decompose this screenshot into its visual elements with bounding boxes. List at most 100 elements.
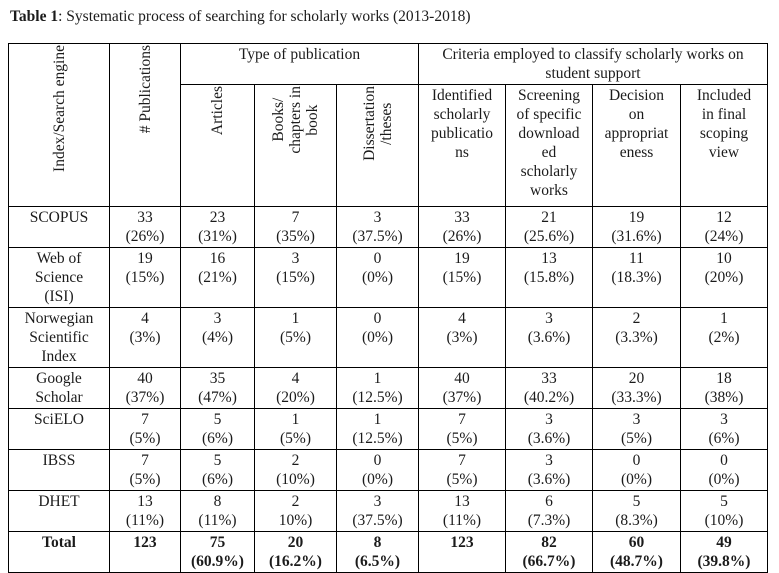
cell: 5 (10%) xyxy=(680,490,768,532)
cell: 3 (6%) xyxy=(680,408,768,450)
row-label: Google Scholar xyxy=(8,367,110,409)
cell: 19 (15%) xyxy=(109,247,181,308)
cell: 1 (5%) xyxy=(254,408,337,450)
cell: 1 (2%) xyxy=(680,307,768,368)
table-row-total: Total 123 75 (60.9%) 20 (16.2%) 8 (6.5%)… xyxy=(8,531,768,573)
subheader-articles-cell: Articles xyxy=(180,84,255,207)
cell: 3 (4%) xyxy=(180,307,255,368)
cell: 23 (31%) xyxy=(180,206,255,248)
cell: 33 (40.2%) xyxy=(505,367,593,409)
cell: 60 (48.7%) xyxy=(592,531,681,573)
subheader-articles-label: Articles xyxy=(209,86,226,136)
cell: 40 (37%) xyxy=(109,367,181,409)
cell: 1 (12.5%) xyxy=(336,367,419,409)
cell: 33 (26%) xyxy=(418,206,506,248)
cell: 123 xyxy=(109,531,181,573)
cell: 82 (66.7%) xyxy=(505,531,593,573)
cell: 49 (39.8%) xyxy=(680,531,768,573)
cell: 4 (3%) xyxy=(418,307,506,368)
cell: 1 (12.5%) xyxy=(336,408,419,450)
cell: 7 (5%) xyxy=(109,449,181,491)
cell: 3 (3.6%) xyxy=(505,449,593,491)
table-row-web-of-science: Web of Science (ISI) 19 (15%) 16 (21%) 3… xyxy=(8,247,768,308)
cell: 6 (7.3%) xyxy=(505,490,593,532)
publications-header-cell: # Publications xyxy=(109,43,181,207)
subheader-books-label: Books/ chapters in book xyxy=(270,86,321,154)
cell: 11 (18.3%) xyxy=(592,247,681,308)
subheader-identified-cell: Identified scholarly publicatio ns xyxy=(418,84,506,207)
header-sub-row: Articles Books/ chapters in book Dissert… xyxy=(9,84,768,207)
cell: 40 (37%) xyxy=(418,367,506,409)
row-label: Web of Science (ISI) xyxy=(8,247,110,308)
cell: 0 (0%) xyxy=(336,247,419,308)
subheader-included-cell: Included in final scoping view xyxy=(680,84,768,207)
cell: 75 (60.9%) xyxy=(180,531,255,573)
cell: 18 (38%) xyxy=(680,367,768,409)
cell: 2 (10%) xyxy=(254,449,337,491)
cell: 3 (3.6%) xyxy=(505,408,593,450)
cell: 0 (0%) xyxy=(336,307,419,368)
corner-header-label: Index/Search engine xyxy=(50,45,68,172)
cell: 3 (5%) xyxy=(592,408,681,450)
cell: 0 (0%) xyxy=(680,449,768,491)
cell: 5 (6%) xyxy=(180,408,255,450)
cell: 8 (11%) xyxy=(180,490,255,532)
cell: 7 (35%) xyxy=(254,206,337,248)
cell: 7 (5%) xyxy=(109,408,181,450)
subheader-dissertation-label: Dissertation /theses xyxy=(360,86,395,161)
cell: 3 (37.5%) xyxy=(336,490,419,532)
table-row-scielo: SciELO 7 (5%) 5 (6%) 1 (5%) 1 (12.5%) 7 … xyxy=(8,408,768,450)
group-header-type-of-publication: Type of publication xyxy=(180,43,419,85)
cell: 16 (21%) xyxy=(180,247,255,308)
cell: 8 (6.5%) xyxy=(336,531,419,573)
subheader-decision-cell: Decision on appropriat eness xyxy=(592,84,681,207)
cell: 20 (33.3%) xyxy=(592,367,681,409)
corner-header-cell: Index/Search engine xyxy=(8,43,110,207)
cell: 12 (24%) xyxy=(680,206,768,248)
table-row-ibss: IBSS 7 (5%) 5 (6%) 2 (10%) 0 (0%) 7 (5%)… xyxy=(8,449,768,491)
cell: 13 (11%) xyxy=(109,490,181,532)
row-label: SciELO xyxy=(8,408,110,450)
table-row-scopus: SCOPUS 33 (26%) 23 (31%) 7 (35%) 3 (37.5… xyxy=(8,206,768,248)
cell: 7 (5%) xyxy=(418,408,506,450)
cell: 13 (11%) xyxy=(418,490,506,532)
cell: 5 (8.3%) xyxy=(592,490,681,532)
cell: 4 (20%) xyxy=(254,367,337,409)
cell: 33 (26%) xyxy=(109,206,181,248)
header-group-row: Index/Search engine # Publications Type … xyxy=(8,43,768,207)
subheader-books-cell: Books/ chapters in book xyxy=(254,84,337,207)
row-label: DHET xyxy=(8,490,110,532)
cell: 5 (6%) xyxy=(180,449,255,491)
cell: 1 (5%) xyxy=(254,307,337,368)
cell: 19 (31.6%) xyxy=(592,206,681,248)
cell: 20 (16.2%) xyxy=(254,531,337,573)
cell: 7 (5%) xyxy=(418,449,506,491)
cell: 19 (15%) xyxy=(418,247,506,308)
cell: 35 (47%) xyxy=(180,367,255,409)
subheader-screening-cell: Screening of specific download ed schola… xyxy=(505,84,593,207)
group-header-criteria: Criteria employed to classify scholarly … xyxy=(418,43,768,85)
row-label: SCOPUS xyxy=(8,206,110,248)
subheader-dissertation-cell: Dissertation /theses xyxy=(336,84,419,207)
cell: 2 10%) xyxy=(254,490,337,532)
cell: 13 (15.8%) xyxy=(505,247,593,308)
publications-header-label: # Publications xyxy=(136,45,154,134)
cell: 0 (0%) xyxy=(592,449,681,491)
cell: 123 xyxy=(418,531,506,573)
table-row-dhet: DHET 13 (11%) 8 (11%) 2 10%) 3 (37.5%) 1… xyxy=(8,490,768,532)
cell: 3 (37.5%) xyxy=(336,206,419,248)
table-row-google-scholar: Google Scholar 40 (37%) 35 (47%) 4 (20%)… xyxy=(8,367,768,409)
publications-table: Index/Search engine # Publications Type … xyxy=(8,43,768,573)
cell: 3 (3.6%) xyxy=(505,307,593,368)
cell: 10 (20%) xyxy=(680,247,768,308)
row-label: Norwegian Scientific Index xyxy=(8,307,110,368)
table-row-norwegian-scientific-index: Norwegian Scientific Index 4 (3%) 3 (4%)… xyxy=(8,307,768,368)
table-caption: Table 1: Systematic process of searching… xyxy=(10,7,470,27)
table-caption-label: Table 1 xyxy=(10,8,59,25)
table-caption-text: : Systematic process of searching for sc… xyxy=(58,8,471,25)
row-label: Total xyxy=(8,531,110,573)
cell: 2 (3.3%) xyxy=(592,307,681,368)
row-label: IBSS xyxy=(8,449,110,491)
cell: 0 (0%) xyxy=(336,449,419,491)
cell: 21 (25.6%) xyxy=(505,206,593,248)
